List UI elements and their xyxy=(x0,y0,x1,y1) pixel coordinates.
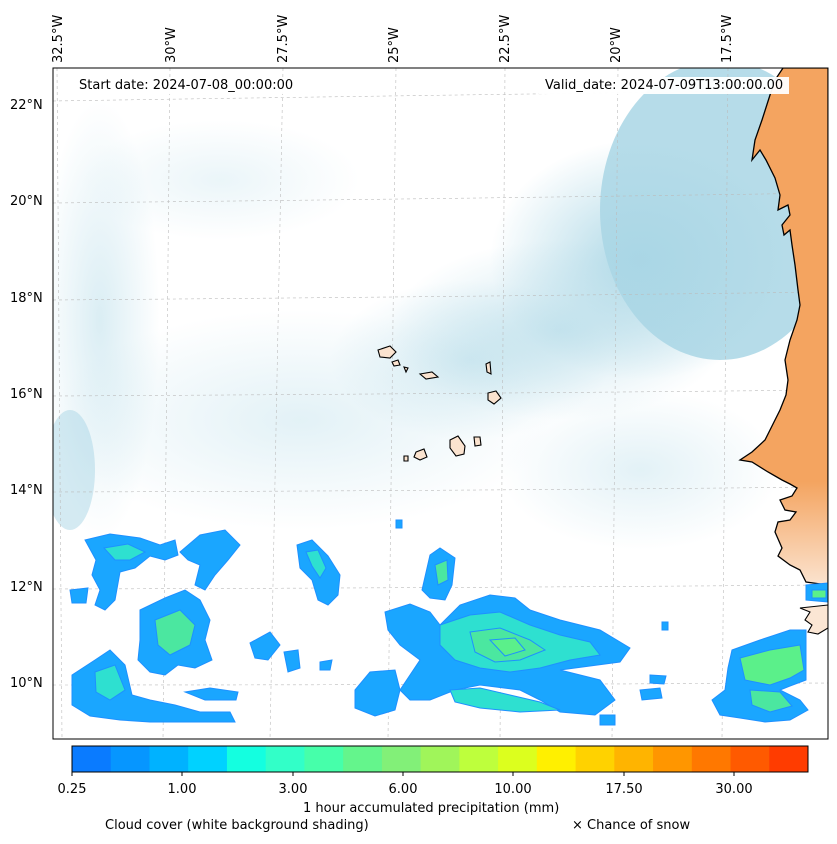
lon-label-17-5w: 17.5°W xyxy=(720,14,735,63)
colorbar-segment xyxy=(72,746,112,772)
lat-label-22n: 22°N xyxy=(10,98,43,113)
guinea-coast xyxy=(799,604,828,635)
lat-label-12n: 12°N xyxy=(10,580,43,595)
colorbar-segment xyxy=(730,746,770,772)
colorbar-segment xyxy=(498,746,538,772)
cloud-cover-layer xyxy=(53,68,828,550)
lon-label-32-5w: 32.5°W xyxy=(51,14,66,63)
colorbar-segment xyxy=(691,746,732,772)
colorbar-tick-2: 3.00 xyxy=(278,782,308,797)
valid-date-label: Valid_date: 2024-07-09T13:00:00.00 xyxy=(539,77,790,94)
lon-label-20w: 20°W xyxy=(609,27,624,63)
colorbar-segment xyxy=(265,746,305,772)
colorbar-segment xyxy=(304,746,344,772)
lat-label-16n: 16°N xyxy=(10,387,43,402)
colorbar-segment xyxy=(459,746,499,772)
colorbar-segment xyxy=(536,746,577,772)
colorbar-tick-0: 0.25 xyxy=(57,782,87,797)
colorbar-tick-1: 1.00 xyxy=(167,782,197,797)
colorbar-tick-3: 6.00 xyxy=(388,782,418,797)
colorbar-label: 1 hour accumulated precipitation (mm) xyxy=(303,801,560,816)
cape-verde-islands xyxy=(377,345,502,462)
colorbar-tick-4: 10.00 xyxy=(494,782,532,797)
snow-caption: × Chance of snow xyxy=(572,818,691,833)
colorbar-segment xyxy=(149,746,189,772)
colorbar-segment xyxy=(653,746,693,772)
start-date-label: Start date: 2024-07-08_00:00:00 xyxy=(73,77,300,94)
colorbar-segment xyxy=(420,746,460,772)
map-area xyxy=(53,68,828,739)
colorbar-frame xyxy=(71,745,809,773)
map-frame xyxy=(52,67,829,740)
colorbar-segment xyxy=(614,746,654,772)
lon-label-30w: 30°W xyxy=(164,27,179,63)
colorbar-segment xyxy=(769,746,809,772)
colorbar-segment xyxy=(110,746,150,772)
lat-label-14n: 14°N xyxy=(10,483,43,498)
colorbar-tick-5: 17.50 xyxy=(605,782,643,797)
lat-label-20n: 20°N xyxy=(10,194,43,209)
lat-label-10n: 10°N xyxy=(10,676,43,691)
precipitation-layer xyxy=(69,519,828,726)
colorbar-tick-6: 30.00 xyxy=(715,782,753,797)
colorbar xyxy=(71,745,809,776)
lon-label-25w: 25°W xyxy=(387,27,402,63)
colorbar-segment xyxy=(188,746,228,772)
lon-label-27-5w: 27.5°W xyxy=(276,14,291,63)
colorbar-segment xyxy=(343,746,383,772)
africa-landmass xyxy=(738,68,828,586)
lon-label-22-5w: 22.5°W xyxy=(498,14,513,63)
lat-label-18n: 18°N xyxy=(10,291,43,306)
colorbar-segment xyxy=(381,746,422,772)
colorbar-segment xyxy=(575,746,615,772)
colorbar-segment xyxy=(226,746,267,772)
cloud-cover-caption: Cloud cover (white background shading) xyxy=(105,818,369,833)
